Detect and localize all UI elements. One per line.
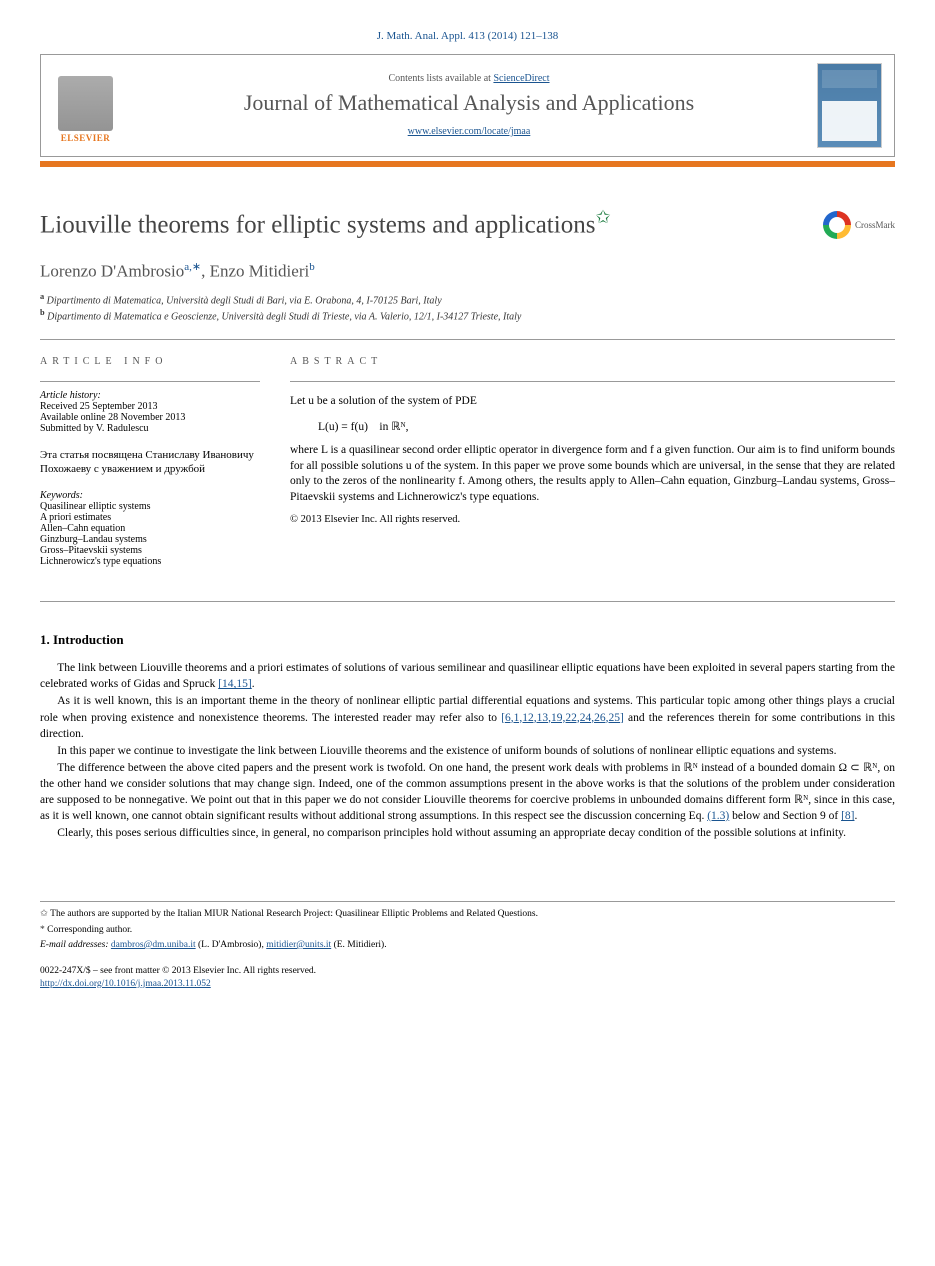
intro-p1: The link between Liouville theorems and … <box>40 660 895 692</box>
crossmark-badge[interactable]: CrossMark <box>823 211 895 239</box>
ref-link[interactable]: [14,15] <box>218 678 252 690</box>
abstract-copyright: © 2013 Elsevier Inc. All rights reserved… <box>290 513 895 527</box>
email-who-2: (E. Mitidieri). <box>331 940 386 950</box>
orange-divider-bar <box>40 161 895 167</box>
keywords-block: Keywords: Quasilinear elliptic systems A… <box>40 490 260 567</box>
affiliation-a: a Dipartimento di Matematica, Università… <box>40 292 895 306</box>
corresponding-footnote: * Corresponding author. <box>40 924 895 936</box>
dedication: Эта статья посвящена Станиславу Иванович… <box>40 448 260 477</box>
email-label: E-mail addresses: <box>40 940 111 950</box>
funding-footnote: ✩ The authors are supported by the Itali… <box>40 908 895 920</box>
email-link-1[interactable]: dambros@dm.uniba.it <box>111 940 196 950</box>
abstract-p1: Let u be a solution of the system of PDE <box>290 394 895 410</box>
affil-a-text: Dipartimento di Matematica, Università d… <box>44 295 441 306</box>
ref-link[interactable]: [6,1,12,13,19,22,24,26,25] <box>501 712 624 724</box>
keyword: Allen–Cahn equation <box>40 523 260 534</box>
top-citation[interactable]: J. Math. Anal. Appl. 413 (2014) 121–138 <box>40 30 895 42</box>
info-divider <box>40 381 260 382</box>
keyword: A priori estimates <box>40 512 260 523</box>
publisher-name: ELSEVIER <box>61 133 111 143</box>
footnotes: ✩ The authors are supported by the Itali… <box>40 901 895 951</box>
author-1[interactable]: Lorenzo D'Ambrosio <box>40 262 184 281</box>
p4-mid: below and Section 9 of <box>729 810 841 822</box>
author-1-affil-marks[interactable]: a,∗ <box>184 261 201 273</box>
keywords-header: Keywords: <box>40 490 260 501</box>
author-2-affil-marks[interactable]: b <box>309 261 315 273</box>
email-footnote: E-mail addresses: dambros@dm.uniba.it (L… <box>40 939 895 951</box>
bottom-info: 0022-247X/$ – see front matter © 2013 El… <box>40 965 895 990</box>
article-info-column: article info Article history: Received 2… <box>40 356 260 582</box>
title-text: Liouville theorems for elliptic systems … <box>40 211 595 238</box>
elsevier-logo[interactable]: ELSEVIER <box>53 68 118 143</box>
paper-title: Liouville theorems for elliptic systems … <box>40 207 611 240</box>
contents-prefix: Contents lists available at <box>388 73 493 84</box>
abstract-equation: L(u) = f(u) in ℝᴺ, <box>318 419 895 433</box>
journal-cover-thumb[interactable] <box>817 63 882 148</box>
abstract-label: abstract <box>290 356 895 367</box>
keyword: Quasilinear elliptic systems <box>40 501 260 512</box>
email-who-1: (L. D'Ambrosio), <box>196 940 267 950</box>
intro-p2: As it is well known, this is an importan… <box>40 693 895 741</box>
history-header: Article history: <box>40 390 260 401</box>
front-matter-line: 0022-247X/$ – see front matter © 2013 El… <box>40 965 895 977</box>
abstract-p2: where L is a quasilinear second order el… <box>290 443 895 505</box>
title-row: Liouville theorems for elliptic systems … <box>40 207 895 240</box>
corr-text: Corresponding author. <box>45 925 132 935</box>
keyword: Lichnerowicz's type equations <box>40 556 260 567</box>
received-date: Received 25 September 2013 <box>40 401 260 412</box>
author-sep: , <box>201 262 210 281</box>
keyword: Gross–Pitaevskii systems <box>40 545 260 556</box>
article-history: Article history: Received 25 September 2… <box>40 390 260 434</box>
funding-star-icon[interactable]: ✩ <box>595 207 610 227</box>
journal-homepage-link[interactable]: www.elsevier.com/locate/jmaa <box>408 126 531 137</box>
funding-mark-icon: ✩ <box>40 909 48 919</box>
header-center: Contents lists available at ScienceDirec… <box>133 73 805 137</box>
introduction-body: The link between Liouville theorems and … <box>40 660 895 841</box>
elsevier-tree-icon <box>58 76 113 131</box>
journal-header: ELSEVIER Contents lists available at Sci… <box>40 54 895 157</box>
doi-link[interactable]: http://dx.doi.org/10.1016/j.jmaa.2013.11… <box>40 979 211 989</box>
intro-p3: In this paper we continue to investigate… <box>40 743 895 759</box>
keyword: Ginzburg–Landau systems <box>40 534 260 545</box>
abstract-column: abstract Let u be a solution of the syst… <box>290 356 895 582</box>
email-link-2[interactable]: mitidier@units.it <box>266 940 331 950</box>
info-label: article info <box>40 356 260 367</box>
submitted-by: Submitted by V. Radulescu <box>40 423 260 434</box>
affiliation-b: b Dipartimento di Matematica e Geoscienz… <box>40 308 895 322</box>
authors: Lorenzo D'Ambrosioa,∗, Enzo Mitidierib <box>40 260 895 282</box>
divider <box>40 339 895 340</box>
crossmark-label: CrossMark <box>855 220 895 230</box>
sciencedirect-link[interactable]: ScienceDirect <box>493 73 549 84</box>
p4-end: . <box>854 810 857 822</box>
intro-p4: The difference between the above cited p… <box>40 760 895 824</box>
journal-name: Journal of Mathematical Analysis and App… <box>133 90 805 116</box>
eq-ref-link[interactable]: (1.3) <box>707 810 729 822</box>
divider <box>40 601 895 602</box>
crossmark-icon <box>823 211 851 239</box>
contents-line: Contents lists available at ScienceDirec… <box>133 73 805 84</box>
intro-p5: Clearly, this poses serious difficulties… <box>40 825 895 841</box>
online-date: Available online 28 November 2013 <box>40 412 260 423</box>
author-2[interactable]: Enzo Mitidieri <box>210 262 310 281</box>
p1-end: . <box>252 678 255 690</box>
funding-text: The authors are supported by the Italian… <box>48 909 538 919</box>
p1-text: The link between Liouville theorems and … <box>40 662 895 690</box>
section-1-heading: 1. Introduction <box>40 632 895 648</box>
abstract-divider <box>290 381 895 382</box>
info-abstract-row: article info Article history: Received 2… <box>40 356 895 582</box>
ref-link[interactable]: [8] <box>841 810 854 822</box>
affil-b-text: Dipartimento di Matematica e Geoscienze,… <box>45 312 522 323</box>
